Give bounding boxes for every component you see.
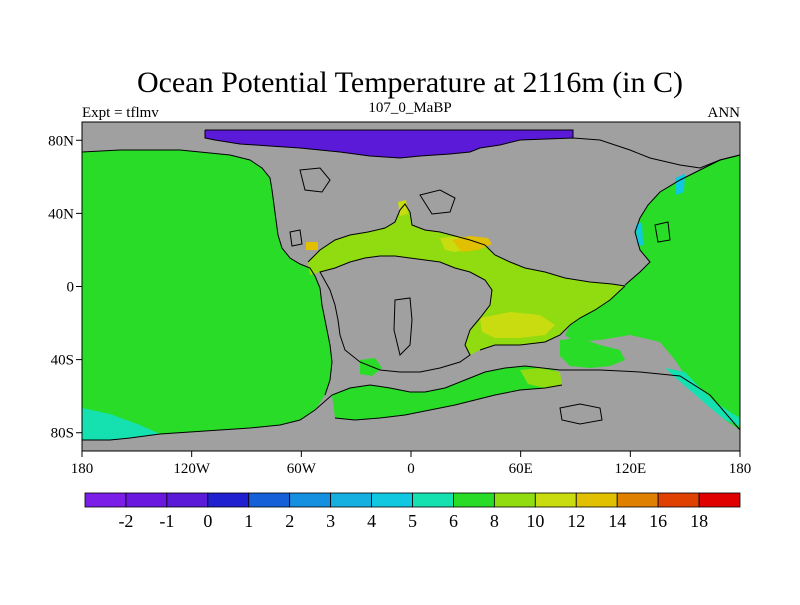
map-panel xyxy=(81,121,741,452)
colorbar-label: 14 xyxy=(608,511,626,531)
coastlines xyxy=(81,129,741,441)
coastline-north-america xyxy=(81,149,333,396)
coastline-east-continent xyxy=(479,285,626,351)
y-tick-label: 40N xyxy=(48,206,74,222)
coastline-arctic xyxy=(204,129,574,159)
colorbar-swatch xyxy=(657,492,700,508)
colorbar-swatch xyxy=(493,492,536,508)
colorbar-swatch xyxy=(125,492,168,508)
x-tick-label: 120E xyxy=(614,461,646,477)
colorbar-swatch xyxy=(698,492,741,508)
x-tick-label: 120W xyxy=(173,461,211,477)
colorbar-label: 8 xyxy=(490,511,499,531)
colorbar-label: 6 xyxy=(449,511,458,531)
colorbar-swatch xyxy=(412,492,454,508)
ocean-hot-patch xyxy=(452,236,492,252)
colorbar-swatch xyxy=(371,492,413,508)
colorbar: -2 -1 0 1 2 3 4 5 6 8 10 12 14 16 18 xyxy=(84,492,741,531)
map-title: Ocean Potential Temperature at 2116m (in… xyxy=(137,66,683,99)
ocean-arctic xyxy=(205,130,573,158)
experiment-label: Expt = tflmv xyxy=(82,105,159,121)
ocean-cool-southwest xyxy=(82,408,160,440)
colorbar-label: 1 xyxy=(244,511,253,531)
colorbar-swatch xyxy=(575,492,618,508)
coastline-island-5 xyxy=(419,189,456,215)
colorbar-swatch xyxy=(453,492,495,508)
ocean-southern-1 xyxy=(332,366,560,420)
colorbar-label: 10 xyxy=(526,511,544,531)
ocean-cool-southeast xyxy=(665,368,740,426)
colorbar-label: 16 xyxy=(649,511,667,531)
coastline-antarctic xyxy=(82,365,741,441)
colorbar-label: 12 xyxy=(567,511,585,531)
x-tick-label: 180 xyxy=(71,461,94,477)
colorbar-label: -1 xyxy=(159,511,174,531)
season-label: ANN xyxy=(708,105,741,121)
colorbar-swatch xyxy=(616,492,659,508)
coastline-island-2 xyxy=(559,403,603,425)
y-tick-label: 0 xyxy=(67,280,75,296)
y-tick-label: 80S xyxy=(51,426,74,442)
colorbar-label: 18 xyxy=(690,511,708,531)
x-tick-label: 60E xyxy=(509,461,533,477)
ocean-pacific-west xyxy=(82,150,332,440)
y-tick-label: 80N xyxy=(48,133,74,149)
colorbar-swatch xyxy=(289,492,332,508)
colorbar-swatch xyxy=(534,492,577,508)
x-axis: 180 120W 60W 0 60E 120E 180 xyxy=(71,451,752,477)
colorbar-swatch xyxy=(248,492,291,508)
y-axis: 80N 40N 0 40S 80S xyxy=(48,133,82,442)
colorbar-label: 5 xyxy=(408,511,417,531)
ocean-southern-2 xyxy=(360,358,382,376)
colorbar-label: 0 xyxy=(203,511,212,531)
colorbar-swatch xyxy=(166,492,209,508)
ocean-southern-3 xyxy=(520,368,562,388)
ocean-central-seaway xyxy=(308,204,625,355)
time-label: 107_0_MaBP xyxy=(368,100,451,116)
coastline-central-continent xyxy=(319,255,493,373)
colorbar-label: 3 xyxy=(326,511,335,531)
colorbar-swatch xyxy=(330,492,372,508)
x-tick-label: 60W xyxy=(287,461,317,477)
coastline-island-1 xyxy=(393,297,413,356)
coastline-island-4 xyxy=(289,229,303,247)
y-tick-label: 40S xyxy=(51,353,74,369)
ocean-warmer-patch-south xyxy=(480,312,555,338)
coastline-asia-east xyxy=(624,154,741,286)
coastline-central-seaway-north xyxy=(307,203,626,287)
ocean-pacific-east xyxy=(565,155,740,430)
ocean-southern-east xyxy=(560,338,625,368)
coastline-south-landmass xyxy=(334,384,563,421)
x-tick-label: 0 xyxy=(407,461,415,477)
ocean-hot-small xyxy=(306,242,318,250)
ocean-cool-east-coast xyxy=(636,222,643,246)
coastline-island-6 xyxy=(654,221,671,243)
coastline-island-3 xyxy=(299,167,331,193)
colorbar-swatch xyxy=(84,492,127,508)
colorbar-label: 4 xyxy=(367,511,376,531)
colorbar-label: 2 xyxy=(285,511,294,531)
colorbar-label: -2 xyxy=(118,511,133,531)
colorbar-swatch xyxy=(207,492,250,508)
x-tick-label: 180 xyxy=(729,461,752,477)
